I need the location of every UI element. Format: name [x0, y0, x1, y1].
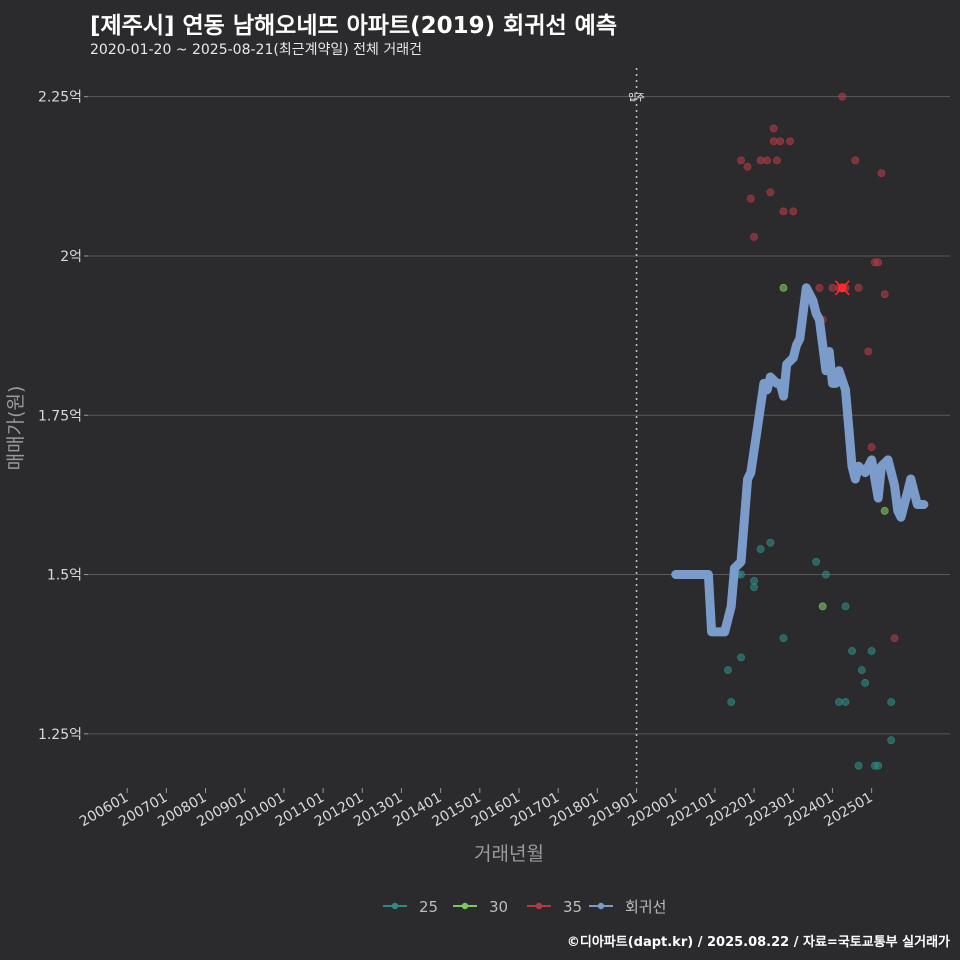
scatter-point-25: [835, 698, 843, 706]
scatter-point-25: [867, 647, 876, 655]
y-axis-title: 매매가(원): [5, 386, 27, 471]
scatter-point-25: [737, 653, 745, 662]
scatter-point-35: [737, 156, 745, 165]
highlight-cross-mark: [834, 280, 850, 296]
legend-label: 25: [419, 898, 438, 916]
legend-label: 35: [563, 898, 582, 916]
scatter-point-35: [815, 283, 824, 292]
scatter-point-35: [851, 156, 860, 165]
scatter-point-35: [786, 137, 794, 146]
y-tick-label: 1.75억: [38, 408, 82, 424]
scatter-point-25: [887, 698, 896, 706]
legend-key-dot: [461, 902, 469, 910]
scatter-point-35: [854, 283, 863, 292]
y-tick-label: 1.25억: [38, 727, 82, 743]
scatter-point-35: [750, 232, 758, 241]
scatter-point-25: [756, 545, 765, 553]
scatter-point-35: [776, 137, 785, 146]
scatter-point-35: [877, 169, 886, 178]
scatter-point-35: [756, 156, 765, 165]
scatter-point-30: [779, 283, 788, 292]
scatter-point-25: [724, 666, 732, 675]
legend-key-dot: [535, 902, 543, 910]
scatter-point-35: [763, 156, 772, 165]
y-tick-label: 2.25억: [38, 90, 82, 106]
data-source-credit: ©디아파트(dapt.kr) / 2025.08.22 / 자료=국토교통부 실…: [566, 935, 950, 950]
regression-line: [671, 283, 929, 637]
scatter-point-25: [822, 570, 830, 579]
y-tick-label: 1.5억: [47, 568, 82, 584]
legend-label: 30: [489, 898, 508, 916]
scatter-point-35: [874, 258, 883, 267]
scatter-point-25: [861, 678, 870, 687]
scatter-point-35: [779, 207, 788, 216]
scatter-point-35: [789, 207, 798, 216]
x-axis-title: 거래년월: [474, 843, 544, 865]
scatter-point-35: [769, 137, 778, 146]
scatter-point-25: [874, 761, 883, 770]
scatter-point-25: [727, 698, 736, 706]
scatter-point-35: [743, 162, 752, 171]
scatter-point-35: [890, 634, 899, 643]
scatter-point-35: [867, 443, 876, 452]
legend-key-dot: [597, 902, 605, 910]
scatter-point-25: [848, 647, 856, 655]
scatter-point-35: [880, 290, 889, 299]
scatter-point-30: [818, 602, 827, 611]
scatter-point-25: [857, 666, 866, 675]
scatter-point-35: [769, 124, 778, 133]
scatter-point-25: [812, 557, 821, 566]
scatter-point-35: [838, 92, 847, 101]
scatter-point-25: [841, 602, 850, 611]
scatter-point-35: [773, 156, 781, 165]
scatter-point-25: [779, 634, 788, 643]
scatter-point-25: [766, 538, 775, 547]
scatter-point-35: [746, 194, 755, 203]
legend-key-dot: [391, 902, 399, 910]
scatter-point-25: [887, 736, 896, 745]
scatter-point-35: [864, 347, 873, 356]
scatter-point-25: [841, 698, 850, 706]
scatter-point-30: [880, 506, 889, 515]
legend-label: 회귀선: [625, 898, 666, 916]
move-in-label: 입주: [628, 92, 645, 104]
scatter-point-25: [854, 761, 863, 770]
y-tick-label: 2억: [60, 249, 82, 265]
scatter-point-35: [766, 188, 775, 197]
scatter-point-35: [828, 283, 837, 292]
scatter-point-25: [750, 583, 758, 592]
chart-subtitle: 2020-01-20 ~ 2025-08-21(최근계약일) 전체 거래건: [90, 42, 422, 58]
chart-title: [제주시] 연동 남해오네뜨 아파트(2019) 회귀선 예측: [90, 13, 617, 39]
